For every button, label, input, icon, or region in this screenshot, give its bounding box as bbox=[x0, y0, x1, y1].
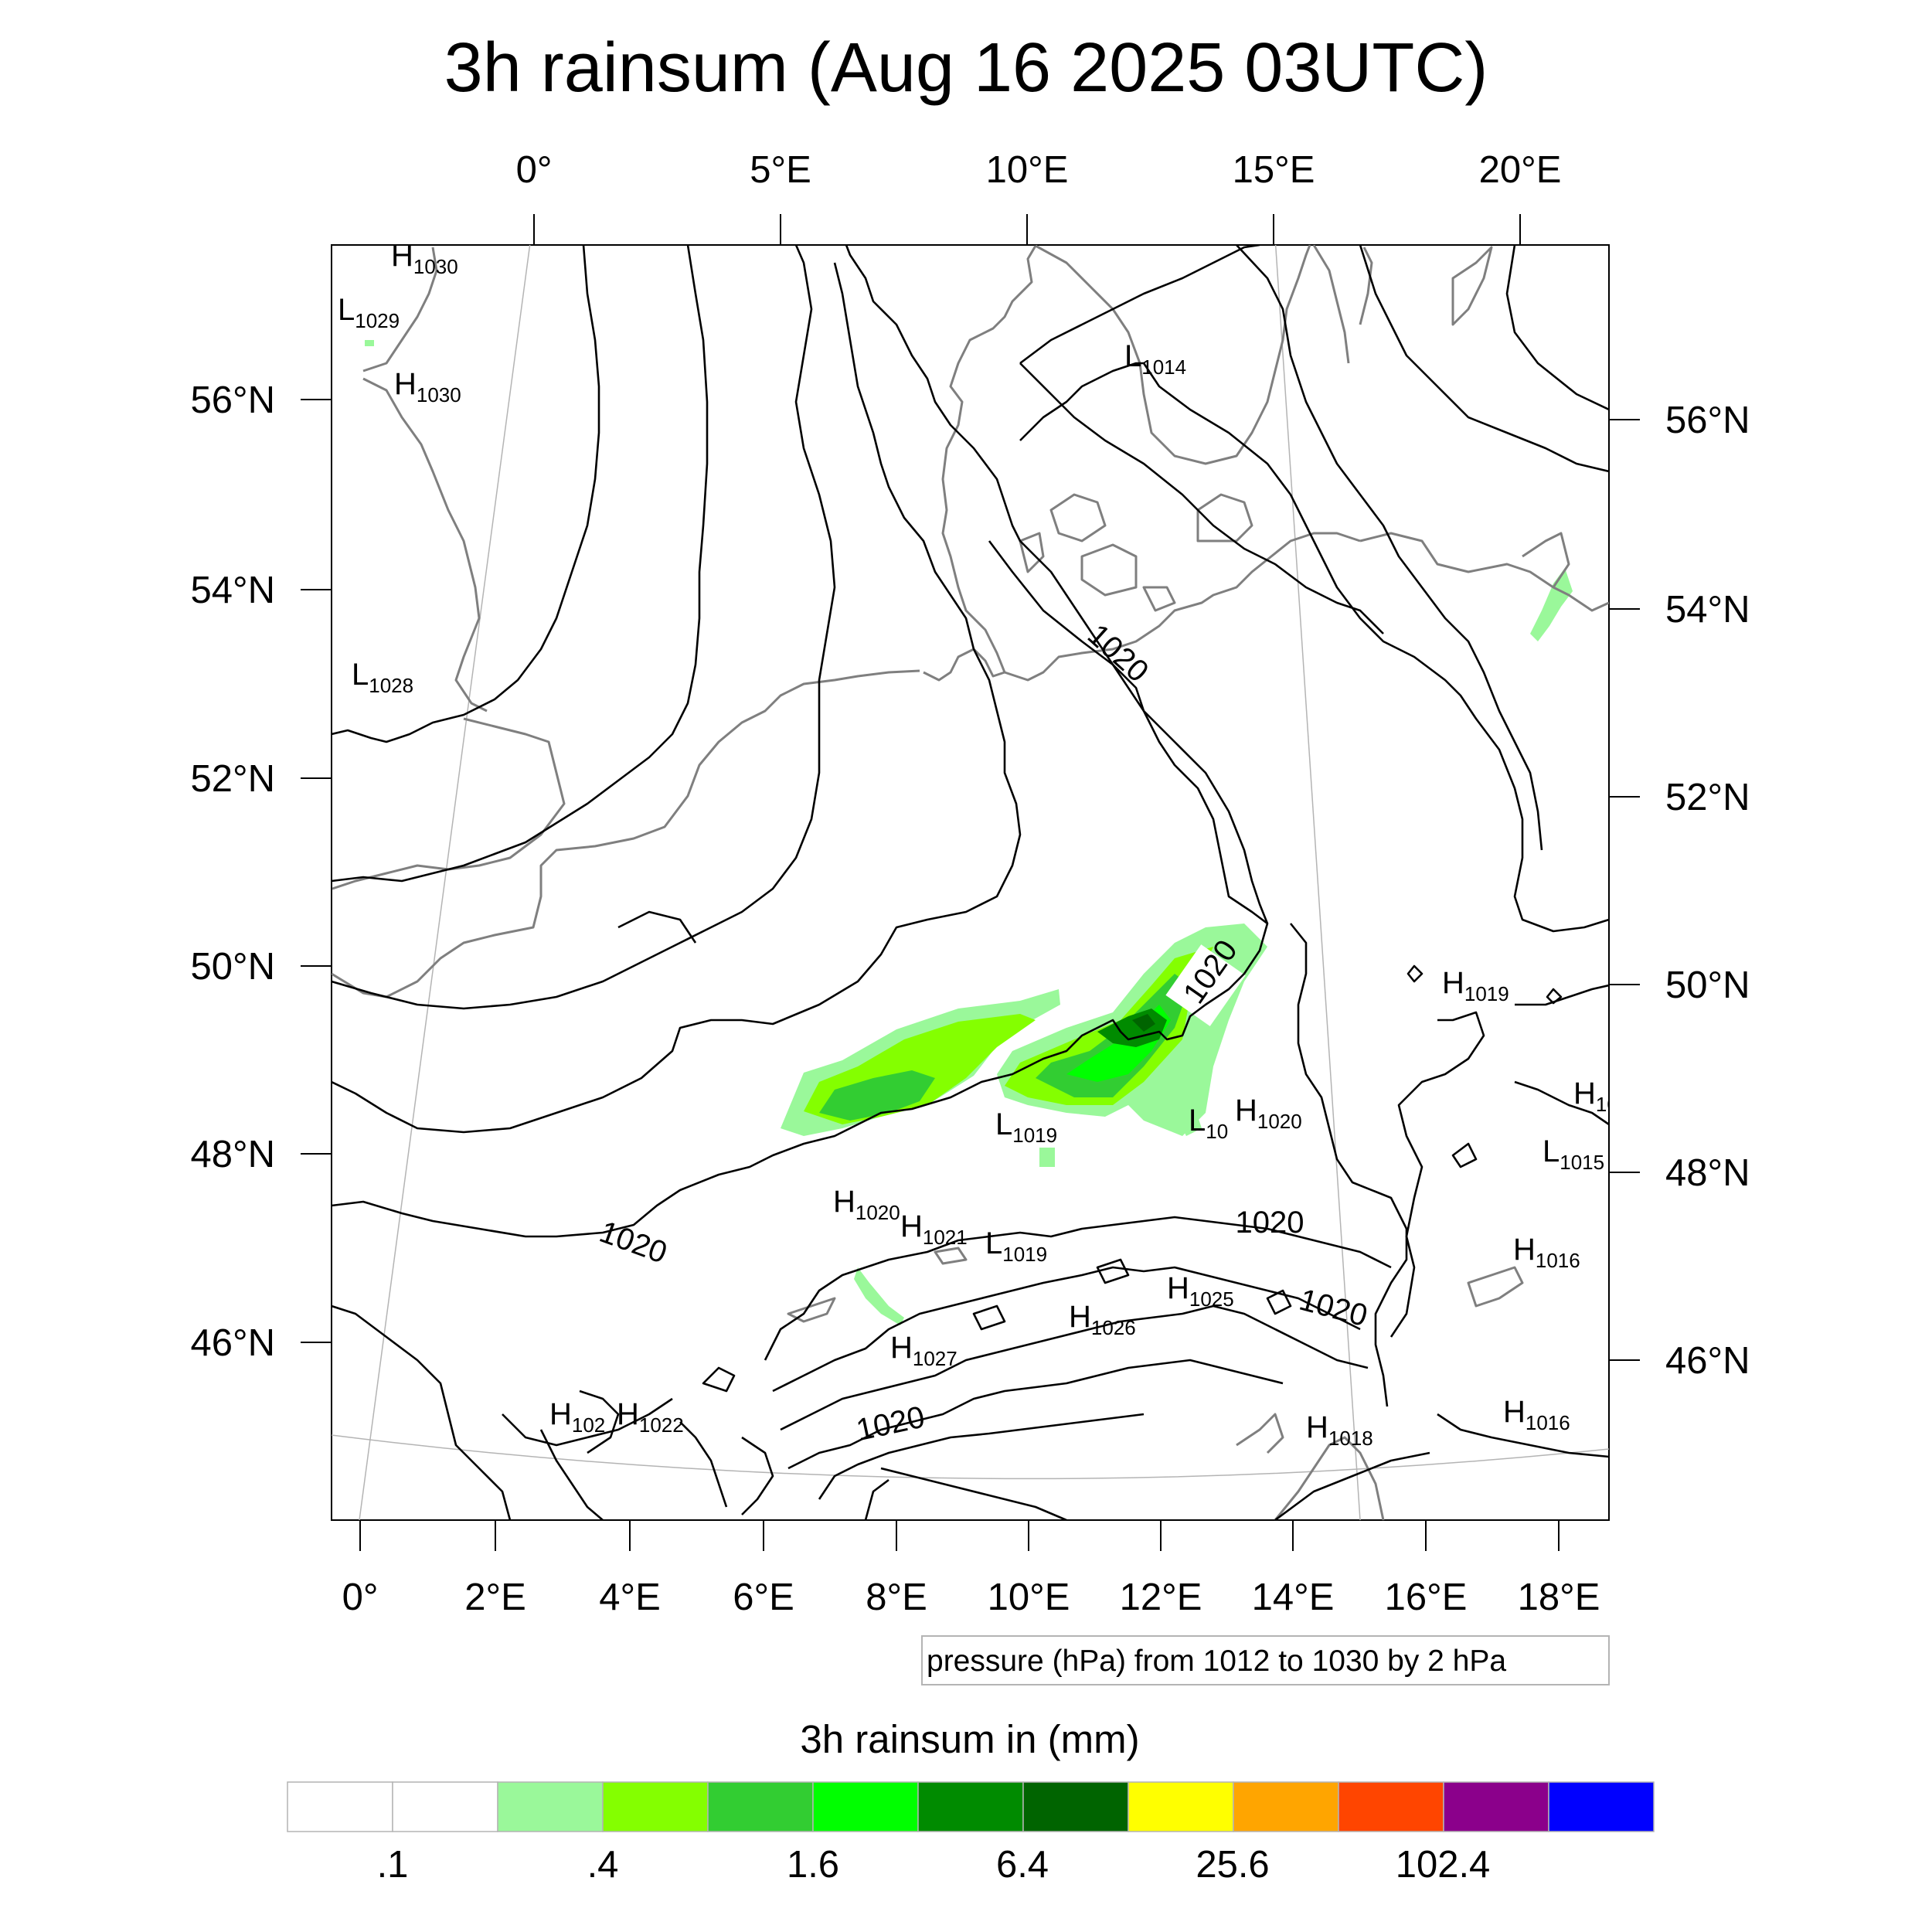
tick-label: 15°E bbox=[1233, 149, 1315, 191]
rain-area-light bbox=[1175, 1105, 1202, 1136]
pressure-center: H1025 bbox=[1167, 1271, 1234, 1311]
rain-area-light bbox=[854, 1267, 904, 1325]
pressure-center: H1016 bbox=[1503, 1395, 1570, 1434]
pressure-center: H102 bbox=[549, 1397, 605, 1437]
tick-label: 14°E bbox=[1252, 1577, 1335, 1618]
tick-label: 56°N bbox=[191, 379, 275, 421]
rain-area-light bbox=[1039, 1148, 1055, 1167]
pressure-center: H1026 bbox=[1069, 1300, 1136, 1339]
tick-label: 18°E bbox=[1518, 1577, 1600, 1618]
tick-label: 8°E bbox=[866, 1577, 927, 1618]
pressure-centers: H1030 L1029 H1030 L1014 L1028 H1019 H10 … bbox=[338, 239, 1618, 1450]
colorbar-swatch bbox=[812, 1781, 919, 1832]
tick-label: 0° bbox=[516, 149, 553, 191]
colorbar-swatch bbox=[1443, 1781, 1549, 1832]
tick-label: 52°N bbox=[1665, 777, 1750, 818]
tick-label: 6°E bbox=[733, 1577, 794, 1618]
colorbar-swatch bbox=[917, 1781, 1024, 1832]
colorbar-label: 6.4 bbox=[996, 1844, 1049, 1886]
pressure-center: H1020 bbox=[833, 1185, 900, 1224]
colorbar-label: 102.4 bbox=[1396, 1844, 1491, 1886]
pressure-center: H1022 bbox=[617, 1397, 684, 1437]
colorbar-swatches bbox=[287, 1781, 1655, 1832]
colorbar-label: .4 bbox=[587, 1844, 619, 1886]
contour-info-text: pressure (hPa) from 1012 to 1030 by 2 hP… bbox=[927, 1645, 1506, 1678]
pressure-center: L1019 bbox=[985, 1226, 1047, 1266]
colorbar-swatch bbox=[707, 1781, 814, 1832]
pressure-center: L1014 bbox=[1124, 339, 1186, 379]
pressure-center: H1030 bbox=[391, 239, 458, 278]
tick-label: 5°E bbox=[750, 149, 811, 191]
pressure-center: H1027 bbox=[890, 1331, 957, 1370]
tick-label: 10°E bbox=[988, 1577, 1070, 1618]
pressure-center: H1030 bbox=[394, 367, 461, 406]
tick-label: 54°N bbox=[1665, 589, 1750, 631]
pressure-center: H1019 bbox=[1442, 966, 1509, 1005]
tick-label: 48°N bbox=[1665, 1152, 1750, 1194]
tick-label: 46°N bbox=[1665, 1340, 1750, 1382]
pressure-center: L1015 bbox=[1543, 1134, 1604, 1174]
pressure-contours bbox=[332, 245, 1609, 1520]
colorbar-swatch bbox=[1233, 1781, 1339, 1832]
tick-label: 52°N bbox=[191, 758, 275, 800]
rain-area-light bbox=[1530, 568, 1573, 641]
rain-area-light bbox=[365, 340, 374, 346]
tick-label: 50°N bbox=[1665, 964, 1750, 1006]
left-latitude-labels: 56°N 54°N 52°N 50°N 48°N 46°N bbox=[191, 379, 275, 1364]
tick-label: 46°N bbox=[191, 1322, 275, 1364]
tick-label: 4°E bbox=[599, 1577, 661, 1618]
pressure-center: H1016 bbox=[1513, 1233, 1580, 1272]
colorbar-swatch bbox=[1338, 1781, 1444, 1832]
pressure-center: L1028 bbox=[352, 658, 413, 697]
pressure-center: L10 bbox=[1189, 1104, 1228, 1143]
colorbar-swatch bbox=[1022, 1781, 1129, 1832]
tick-label: 0° bbox=[342, 1577, 379, 1618]
map-title: 3h rainsum (Aug 16 2025 03UTC) bbox=[444, 29, 1488, 107]
pressure-center: L1019 bbox=[995, 1107, 1057, 1147]
graticule bbox=[332, 245, 1609, 1520]
colorbar-swatch bbox=[497, 1781, 604, 1832]
tick-label: 54°N bbox=[191, 570, 275, 611]
tick-label: 20°E bbox=[1479, 149, 1562, 191]
colorbar-label: 25.6 bbox=[1196, 1844, 1269, 1886]
rain-area-medgreen bbox=[819, 1070, 935, 1121]
pressure-center: L1029 bbox=[338, 293, 400, 332]
tick-label: 50°N bbox=[191, 946, 275, 988]
colorbar-swatch bbox=[1128, 1781, 1234, 1832]
pressure-center: H10 bbox=[1573, 1077, 1618, 1116]
map-panel: 1020 1020 1020 1020 1020 1020 H1030 L102… bbox=[191, 149, 1750, 1618]
colorbar-label: .1 bbox=[377, 1844, 409, 1886]
colorbar-label: 1.6 bbox=[787, 1844, 839, 1886]
colorbar-swatch bbox=[287, 1781, 393, 1832]
tick-label: 16°E bbox=[1385, 1577, 1468, 1618]
bottom-longitude-labels: 0° 2°E 4°E 6°E 8°E 10°E 12°E 14°E 16°E 1… bbox=[342, 1577, 1600, 1618]
right-latitude-labels: 56°N 54°N 52°N 50°N 48°N 46°N bbox=[1665, 400, 1750, 1382]
rain-area-darkestgreen bbox=[1132, 1014, 1155, 1032]
contour-label-1020: 1020 bbox=[1236, 1206, 1304, 1240]
colorbar-swatch bbox=[602, 1781, 709, 1832]
pressure-center: H1020 bbox=[1235, 1094, 1302, 1133]
tick-label: 10°E bbox=[986, 149, 1069, 191]
tick-label: 2°E bbox=[464, 1577, 526, 1618]
tick-label: 48°N bbox=[191, 1134, 275, 1175]
colorbar-title: 3h rainsum in (mm) bbox=[800, 1717, 1139, 1761]
colorbar-swatch bbox=[392, 1781, 498, 1832]
rain-field bbox=[365, 340, 1573, 1325]
map-frame bbox=[331, 244, 1610, 1521]
colorbar-swatch bbox=[1548, 1781, 1655, 1832]
colorbar: 3h rainsum in (mm) .1 .4 1.6 6.4 25.6 10… bbox=[287, 1717, 1655, 1886]
top-longitude-labels: 0° 5°E 10°E 15°E 20°E bbox=[516, 149, 1562, 191]
colorbar-labels: .1 .4 1.6 6.4 25.6 102.4 bbox=[377, 1844, 1491, 1886]
tick-marks bbox=[301, 214, 1640, 1551]
contour-info-box: pressure (hPa) from 1012 to 1030 by 2 hP… bbox=[921, 1635, 1610, 1685]
tick-label: 56°N bbox=[1665, 400, 1750, 441]
tick-label: 12°E bbox=[1120, 1577, 1202, 1618]
pressure-center: H1018 bbox=[1306, 1410, 1373, 1450]
pressure-center: H1021 bbox=[900, 1209, 968, 1249]
